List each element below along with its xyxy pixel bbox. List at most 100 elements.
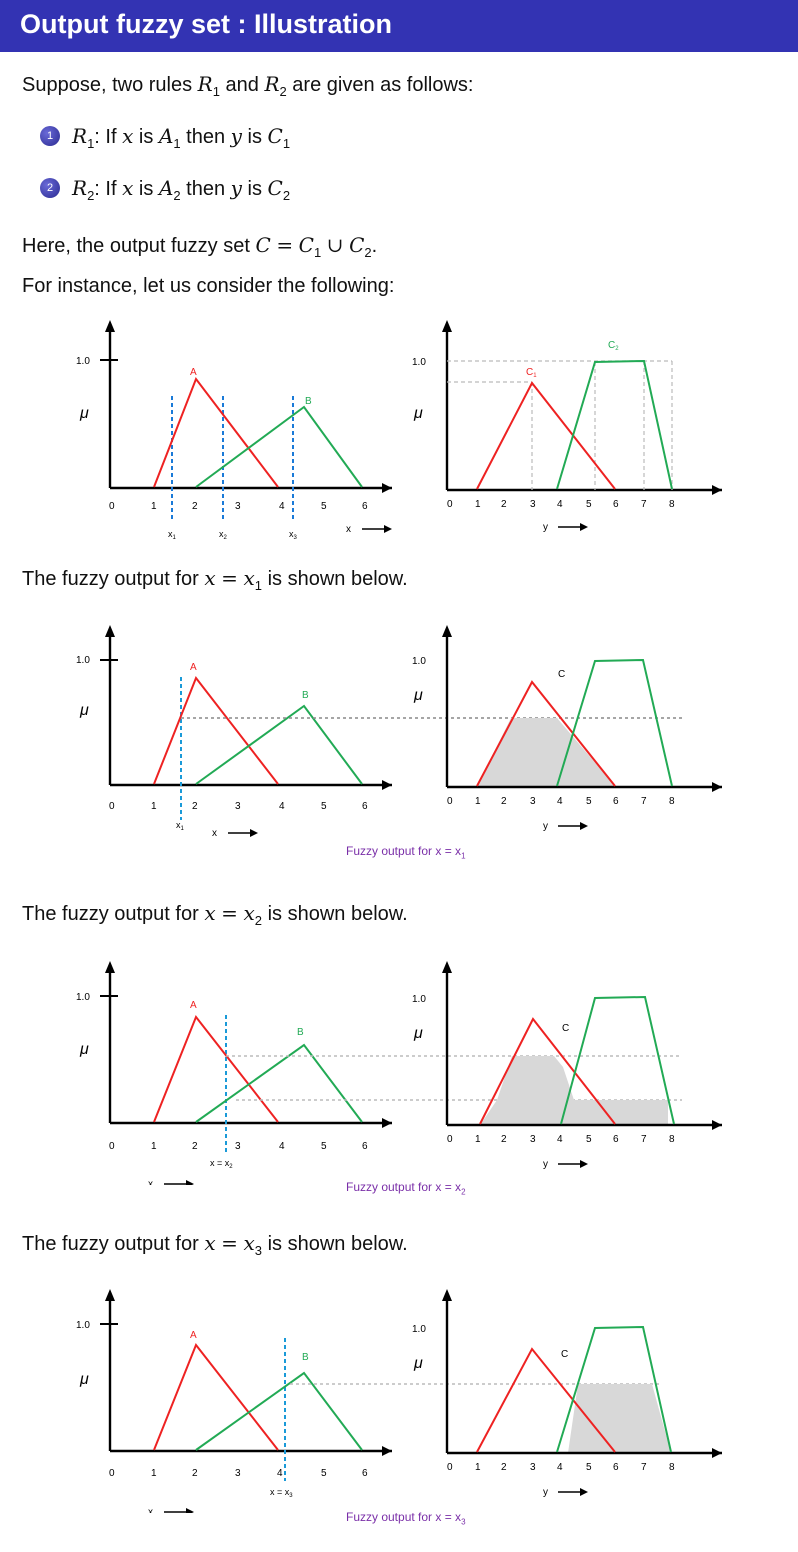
svg-text:1: 1	[475, 1462, 481, 1473]
guide-lines	[447, 360, 673, 490]
svg-text:μ: μ	[413, 687, 423, 704]
y-label-arrow-icon	[580, 822, 588, 830]
bullet-1-icon: 1	[40, 125, 60, 146]
svg-text:0: 0	[447, 499, 453, 510]
marker-labels: x1 x2 x3	[168, 529, 298, 541]
svg-text:3: 3	[235, 1141, 241, 1152]
svg-text:1.0: 1.0	[76, 992, 90, 1003]
caption-x3: Fuzzy output for x = x3	[346, 1510, 466, 1527]
svg-text:0: 0	[109, 1468, 115, 1479]
label-C1: C1	[526, 367, 537, 379]
y-tick-label: 1.0	[76, 356, 90, 367]
rule-item-2: 2 R2: If x is A2 then y is C2	[40, 176, 290, 203]
svg-text:8: 8	[669, 1462, 675, 1473]
union-text: Here, the output fuzzy set C = C1 ∪ C2.	[22, 233, 378, 260]
svg-text:5: 5	[586, 499, 592, 510]
aggregated-output-area	[480, 1056, 668, 1125]
label-A: A	[190, 367, 197, 378]
input-chart: 1.0 μ 0 1 2 3 4 5 6 A B x1 x2 x3 x	[76, 320, 392, 541]
svg-text:3: 3	[530, 1134, 536, 1145]
section-x3-text: The fuzzy output for x = x3 is shown bel…	[22, 1231, 408, 1258]
svg-text:8: 8	[669, 796, 675, 807]
svg-text:1: 1	[151, 501, 157, 512]
svg-text:6: 6	[613, 1462, 619, 1473]
x-tick-labels: 0 1 2 3 4 5 6 7 8	[447, 499, 675, 510]
x-label-arrow-icon	[384, 525, 392, 533]
input-chart: 1.0 μ 0 1 2 3 4 5 6 A B x = x3 x	[76, 1289, 392, 1513]
output-chart: 1.0 μ C 0 1 2 3 4 5 6 7 8 y	[412, 625, 722, 832]
svg-text:4: 4	[557, 1462, 563, 1473]
x-tick-labels: 0 1 2 3 4 5 6	[109, 501, 368, 512]
svg-text:8: 8	[669, 1134, 675, 1145]
svg-text:x: x	[212, 828, 217, 839]
svg-text:B: B	[302, 1352, 309, 1363]
svg-text:μ: μ	[413, 1355, 423, 1372]
svg-text:4: 4	[557, 1134, 563, 1145]
svg-text:7: 7	[641, 499, 647, 510]
svg-text:0: 0	[109, 1141, 115, 1152]
aggregated-output-area	[477, 718, 615, 786]
section-x2-text: The fuzzy output for x = x2 is shown bel…	[22, 901, 408, 928]
x-label-arrow-icon	[186, 1508, 194, 1513]
svg-text:0: 0	[109, 501, 115, 512]
x-axis-arrow-icon	[382, 1446, 392, 1456]
set-A-line	[153, 376, 279, 488]
x-axis-arrow-icon	[712, 1448, 722, 1458]
svg-text:A: A	[190, 1000, 197, 1011]
svg-text:3: 3	[530, 796, 536, 807]
rule-item-1: 1 R1: If x is A1 then y is C1	[40, 124, 290, 151]
svg-text:7: 7	[641, 1462, 647, 1473]
y-axis-arrow-icon	[442, 961, 452, 973]
y-axis-arrow-icon	[105, 1289, 115, 1301]
figure-output-x1: 1.0 μ 0 1 2 3 4 5 6 A B x1 x 1.0 μ C 0 1 2 3 4 5 6 7 8…	[76, 625, 722, 839]
svg-text:1: 1	[475, 1134, 481, 1145]
svg-text:4: 4	[557, 796, 563, 807]
svg-text:x = x3: x = x3	[270, 1487, 293, 1499]
svg-text:5: 5	[321, 501, 327, 512]
svg-text:μ: μ	[413, 1025, 423, 1042]
svg-text:6: 6	[613, 1134, 619, 1145]
label-C2: C2	[608, 340, 619, 352]
svg-text:5: 5	[586, 796, 592, 807]
y-label-arrow-icon	[580, 1488, 588, 1496]
x-axis-arrow-icon	[712, 782, 722, 792]
set-B-line	[195, 405, 363, 488]
svg-text:1.0: 1.0	[412, 656, 426, 667]
intro-text: Suppose, two rules R1 and R2 are given a…	[22, 72, 474, 99]
svg-text:A: A	[190, 662, 197, 673]
svg-text:5: 5	[321, 801, 327, 812]
input-chart: 1.0 μ 0 1 2 3 4 5 6 A B x1 x	[76, 625, 392, 839]
x-label-arrow-icon	[186, 1180, 194, 1185]
svg-text:6: 6	[362, 1468, 368, 1479]
svg-text:x2: x2	[219, 529, 228, 541]
svg-text:y: y	[543, 1487, 548, 1498]
svg-text:2: 2	[192, 1141, 198, 1152]
svg-text:6: 6	[613, 796, 619, 807]
figure-output-x3: 1.0 μ 0 1 2 3 4 5 6 A B x = x3 x 1.0 μ C 0 1 2 3 4…	[76, 1289, 722, 1513]
svg-text:2: 2	[192, 801, 198, 812]
svg-text:6: 6	[362, 1141, 368, 1152]
svg-text:4: 4	[557, 499, 563, 510]
svg-text:1: 1	[151, 801, 157, 812]
set-C2-line	[556, 359, 673, 490]
y-axis-label: μ	[79, 405, 89, 422]
y-label-arrow-icon	[580, 1160, 588, 1168]
svg-text:5: 5	[586, 1134, 592, 1145]
svg-text:3: 3	[530, 1462, 536, 1473]
output-chart: 1.0 μ C 0 1 2 3 4 5 6 7 8 y	[412, 961, 722, 1170]
svg-text:6: 6	[613, 499, 619, 510]
svg-text:2: 2	[192, 1468, 198, 1479]
y-axis-arrow-icon	[442, 1289, 452, 1301]
set-C1-line	[476, 381, 616, 490]
section-x1-text: The fuzzy output for x = x1 is shown bel…	[22, 566, 408, 593]
svg-text:2: 2	[192, 501, 198, 512]
svg-text:x1: x1	[168, 529, 177, 541]
figure-input-output-sets: 1.0 μ 0 1 2 3 4 5 6 A B x1 x2 x3 x 1.0 μ	[76, 320, 722, 541]
svg-text:A: A	[190, 1330, 197, 1341]
figure-output-x2: 1.0 μ 0 1 2 3 4 5 6 A B x = x2 x 1.0 μ C 0 1 2 3 4…	[76, 961, 722, 1185]
svg-text:x1: x1	[176, 820, 185, 832]
svg-text:1: 1	[151, 1141, 157, 1152]
svg-text:1.0: 1.0	[412, 994, 426, 1005]
svg-text:y: y	[543, 1159, 548, 1170]
aggregated-output-area	[568, 1384, 671, 1453]
